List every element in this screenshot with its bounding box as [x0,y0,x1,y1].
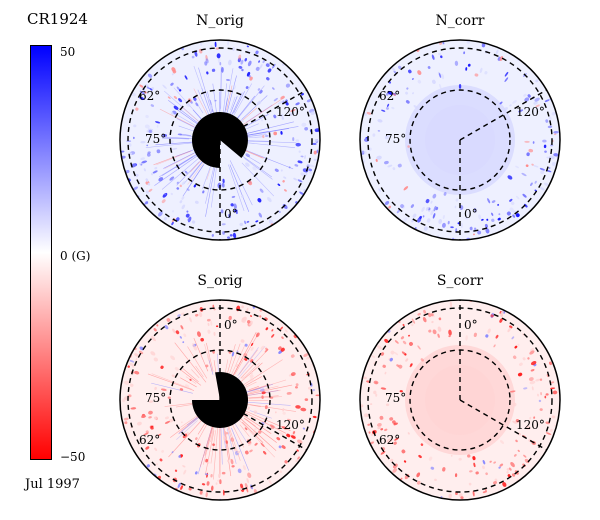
latitude-label-outer: 62° [139,433,160,447]
longitude-label-a: 120° [516,418,545,432]
polar-map-s-orig: 62° 75° 120° 0° [119,299,321,501]
panel-title-s-corr: S_corr [436,273,484,289]
longitude-label-a: 120° [276,418,305,432]
longitude-line-120 [219,89,307,141]
polar-map-s-corr: 62° 75° 120° 0° [359,299,561,501]
latitude-circle-inner [169,89,271,191]
latitude-label-inner: 75° [145,391,166,405]
panel-title-n-orig: N_orig [196,13,244,29]
panel-title-s-orig: S_orig [197,273,243,289]
date-label: Jul 1997 [25,477,80,492]
latitude-label-outer: 62° [379,433,400,447]
latitude-circle-inner [409,89,511,191]
longitude-line-120 [459,89,547,141]
colorbar-mid-label: 0 (G) [60,249,91,263]
colorbar [30,45,52,460]
longitude-line-120 [459,399,547,451]
longitude-label-b: 0° [224,207,238,221]
figure-title: CR1924 [27,10,88,28]
longitude-label-b: 0° [224,318,238,332]
longitude-label-b: 0° [464,318,478,332]
longitude-label-a: 120° [276,105,305,119]
colorbar-min-label: −50 [60,450,86,464]
latitude-label-inner: 75° [145,132,166,146]
panel-title-n-corr: N_corr [435,13,485,29]
latitude-label-inner: 75° [385,132,406,146]
latitude-label-outer: 62° [379,89,400,103]
latitude-label-outer: 62° [139,89,160,103]
polar-map-n-orig: 62° 75° 120° 0° [119,39,321,241]
latitude-label-inner: 75° [385,391,406,405]
longitude-label-a: 120° [516,105,545,119]
longitude-label-b: 0° [464,207,478,221]
colorbar-max-label: 50 [60,45,76,59]
polar-map-n-corr: 62° 75° 120° 0° [359,39,561,241]
longitude-line-120 [219,399,307,451]
